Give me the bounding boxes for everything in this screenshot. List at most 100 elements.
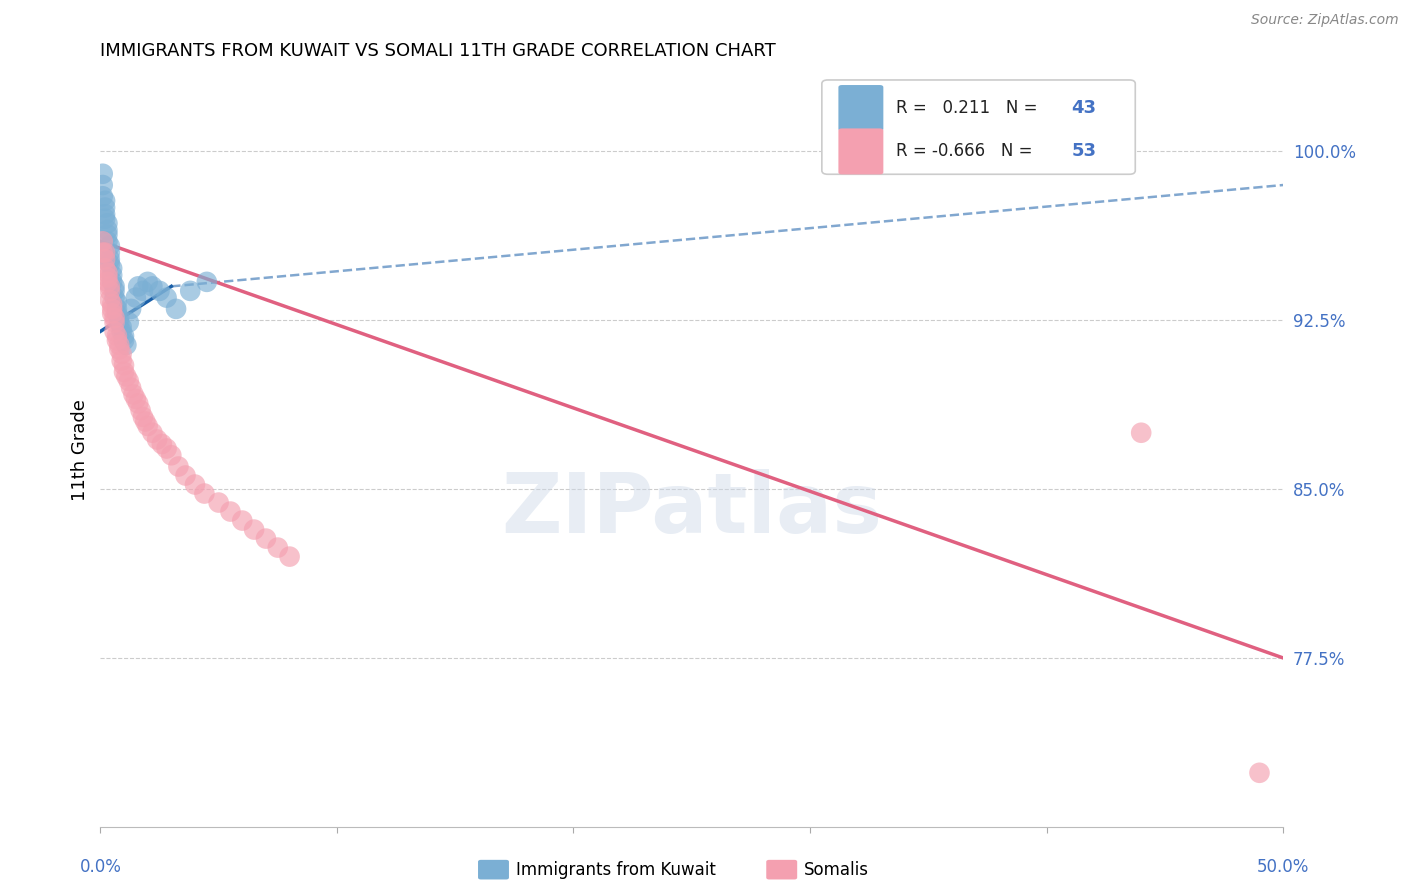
Point bbox=[103, 279, 125, 293]
Point bbox=[111, 347, 134, 361]
Text: 43: 43 bbox=[1071, 99, 1097, 117]
Point bbox=[98, 284, 121, 298]
Point bbox=[160, 448, 183, 462]
Point bbox=[101, 306, 124, 320]
Point bbox=[122, 387, 145, 401]
Point bbox=[132, 284, 155, 298]
Point bbox=[96, 266, 118, 280]
Point bbox=[91, 245, 114, 260]
Text: R = -0.666   N =: R = -0.666 N = bbox=[897, 143, 1038, 161]
Point bbox=[101, 261, 124, 276]
Point bbox=[94, 245, 117, 260]
Point bbox=[91, 235, 114, 249]
FancyBboxPatch shape bbox=[838, 128, 883, 175]
Point bbox=[98, 245, 121, 260]
Point bbox=[96, 223, 118, 237]
Point bbox=[98, 239, 121, 253]
Point bbox=[94, 201, 117, 215]
Point bbox=[91, 189, 114, 203]
Point bbox=[120, 301, 142, 316]
Point bbox=[207, 495, 229, 509]
Point bbox=[125, 291, 148, 305]
Y-axis label: 11th Grade: 11th Grade bbox=[72, 399, 89, 500]
Point bbox=[1130, 425, 1153, 440]
Point bbox=[101, 297, 124, 311]
Point bbox=[115, 369, 138, 384]
Point bbox=[94, 261, 117, 276]
Point bbox=[167, 459, 190, 474]
Point bbox=[112, 358, 135, 372]
Point bbox=[136, 275, 159, 289]
Point bbox=[103, 325, 125, 339]
Point bbox=[278, 549, 301, 564]
Point bbox=[193, 486, 215, 500]
Point bbox=[98, 293, 121, 307]
Point bbox=[101, 301, 124, 316]
Point bbox=[105, 334, 128, 348]
Text: 0.0%: 0.0% bbox=[79, 858, 121, 876]
Point bbox=[184, 477, 207, 491]
Text: R =   0.211   N =: R = 0.211 N = bbox=[897, 99, 1043, 117]
Point bbox=[103, 291, 125, 305]
Point bbox=[179, 284, 201, 298]
Point bbox=[155, 442, 177, 456]
Point bbox=[96, 275, 118, 289]
Point bbox=[136, 419, 159, 434]
Point bbox=[112, 329, 135, 343]
Text: Immigrants from Kuwait: Immigrants from Kuwait bbox=[516, 861, 716, 879]
Text: Somalis: Somalis bbox=[804, 861, 869, 879]
Text: 50.0%: 50.0% bbox=[1257, 858, 1309, 876]
Point bbox=[254, 532, 277, 546]
Point bbox=[132, 409, 155, 424]
Point bbox=[150, 437, 173, 451]
FancyBboxPatch shape bbox=[823, 80, 1135, 174]
FancyBboxPatch shape bbox=[838, 85, 883, 131]
Point bbox=[98, 279, 121, 293]
Point bbox=[129, 403, 152, 417]
Point bbox=[1249, 765, 1271, 780]
Point bbox=[165, 301, 187, 316]
Point bbox=[91, 167, 114, 181]
Point bbox=[96, 227, 118, 242]
Point bbox=[112, 334, 135, 348]
Point bbox=[105, 295, 128, 310]
Point bbox=[105, 329, 128, 343]
Point bbox=[148, 284, 170, 298]
Point bbox=[243, 523, 266, 537]
Point bbox=[96, 235, 118, 249]
Point bbox=[98, 252, 121, 267]
Point bbox=[94, 194, 117, 208]
Point bbox=[146, 433, 169, 447]
Point bbox=[108, 343, 131, 357]
Text: 53: 53 bbox=[1071, 143, 1097, 161]
Point bbox=[96, 270, 118, 285]
Point bbox=[91, 178, 114, 192]
Point bbox=[141, 279, 163, 293]
Point bbox=[111, 325, 134, 339]
Point bbox=[101, 275, 124, 289]
Point bbox=[98, 257, 121, 271]
Point bbox=[219, 505, 242, 519]
Point bbox=[127, 279, 149, 293]
Point bbox=[111, 353, 134, 368]
Point bbox=[127, 396, 149, 410]
Point bbox=[105, 306, 128, 320]
Point bbox=[174, 468, 197, 483]
Point bbox=[105, 301, 128, 316]
Point bbox=[96, 216, 118, 230]
Point bbox=[108, 338, 131, 352]
Point bbox=[155, 291, 177, 305]
Point bbox=[195, 275, 218, 289]
Text: Source: ZipAtlas.com: Source: ZipAtlas.com bbox=[1251, 13, 1399, 28]
Point bbox=[141, 425, 163, 440]
Point bbox=[120, 381, 142, 395]
Point bbox=[103, 310, 125, 325]
Point bbox=[101, 268, 124, 282]
Point bbox=[118, 374, 141, 388]
Point bbox=[134, 415, 156, 429]
Point bbox=[103, 284, 125, 298]
Text: IMMIGRANTS FROM KUWAIT VS SOMALI 11TH GRADE CORRELATION CHART: IMMIGRANTS FROM KUWAIT VS SOMALI 11TH GR… bbox=[100, 42, 776, 60]
Point bbox=[118, 315, 141, 329]
Point bbox=[267, 541, 290, 555]
Point bbox=[108, 315, 131, 329]
